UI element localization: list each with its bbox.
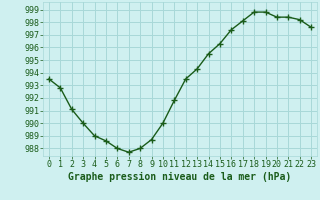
X-axis label: Graphe pression niveau de la mer (hPa): Graphe pression niveau de la mer (hPa) — [68, 172, 292, 182]
